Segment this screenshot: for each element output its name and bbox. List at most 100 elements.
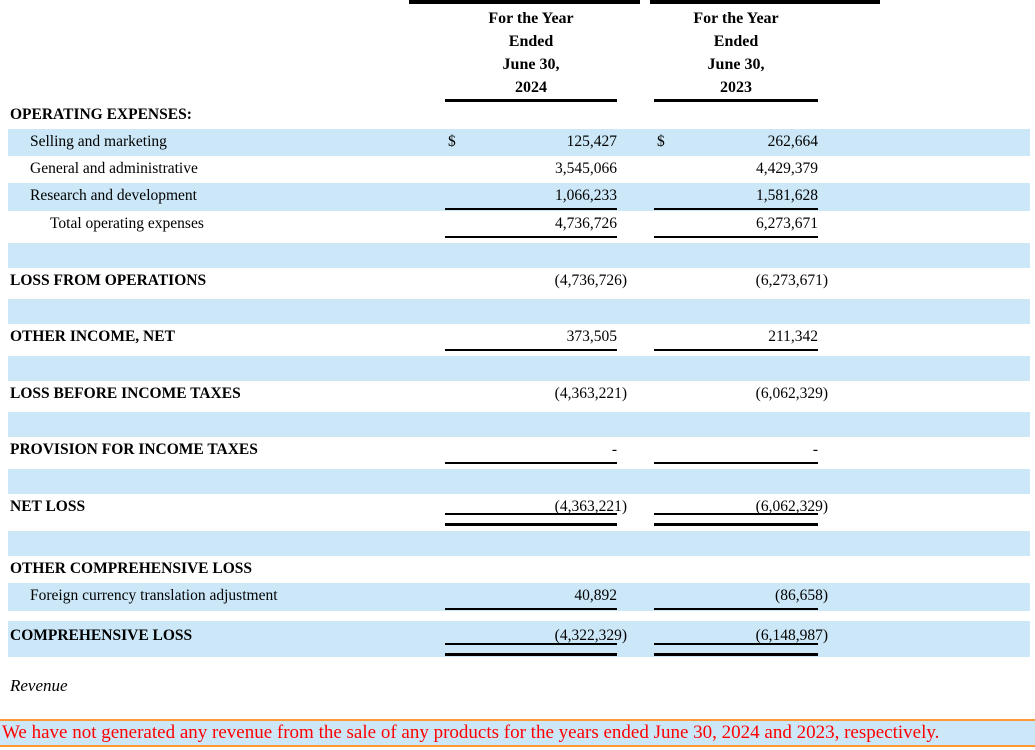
row-comprehensive-loss: COMPREHENSIVE LOSS (4,322,329) (6,148,98… [8, 621, 1030, 657]
row-provision-for-income-taxes: PROVISION FOR INCOME TAXES - - [8, 437, 1030, 465]
column-header-2023: For the Year Ended June 30, 2023 [654, 4, 818, 102]
header-line: Ended [713, 33, 759, 50]
row-selling-and-marketing: Selling and marketing $125,427 $262,664 [8, 129, 1030, 156]
header-spacer [8, 4, 445, 102]
row-foreign-currency-translation-adjustment: Foreign currency translation adjustment … [8, 583, 1030, 611]
value-2023: - [654, 437, 828, 465]
amount: 3,545,066 [555, 160, 617, 177]
amount: (6,273,671) [755, 272, 828, 289]
header-line: Ended [508, 33, 554, 50]
row-other-comprehensive-loss-header: OTHER COMPREHENSIVE LOSS [8, 556, 1030, 583]
revenue-heading: Revenue [10, 676, 68, 695]
income-statement-table: For the Year Ended June 30, 2024 For the… [8, 4, 1030, 657]
value-2023: (6,273,671) [654, 268, 828, 295]
column-gap [627, 183, 654, 211]
value-2023: 4,429,379 [654, 156, 828, 183]
dollar-sign: $ [448, 133, 456, 150]
section-label: OTHER COMPREHENSIVE LOSS [10, 560, 253, 577]
dollar-sign: $ [657, 133, 665, 150]
row-research-and-development: Research and development 1,066,233 1,581… [8, 183, 1030, 211]
spacer-row [8, 531, 1030, 556]
value-2023: (6,148,987) [654, 621, 828, 657]
row-label: Selling and marketing [30, 133, 167, 150]
value-2024: (4,322,329) [445, 621, 627, 657]
right-pad [828, 324, 1030, 352]
row-total-operating-expenses: Total operating expenses 4,736,726 6,273… [8, 211, 1030, 239]
column-gap [627, 621, 654, 657]
value-2024: (4,363,221) [445, 381, 627, 408]
column-gap [627, 129, 654, 156]
column-header-2024: For the Year Ended June 30, 2024 [445, 4, 617, 102]
row-label: LOSS FROM OPERATIONS [10, 272, 207, 289]
row-operating-expenses-header: OPERATING EXPENSES: [8, 102, 1030, 129]
amount: (6,062,329) [755, 498, 828, 515]
row-loss-before-income-taxes: LOSS BEFORE INCOME TAXES (4,363,221) (6,… [8, 381, 1030, 408]
value-2024: 373,505 [445, 324, 627, 352]
right-pad [828, 211, 1030, 239]
amount: 40,892 [574, 587, 617, 604]
value-2024: $125,427 [445, 129, 627, 156]
column-gap [627, 211, 654, 239]
header-right-pad [818, 4, 1030, 102]
amount: (4,363,221) [554, 498, 627, 515]
header-line: For the Year [693, 10, 779, 27]
section-label: OPERATING EXPENSES: [10, 106, 192, 123]
value-2023: 6,273,671 [654, 211, 828, 239]
amount: (6,148,987) [755, 627, 828, 644]
table-header: For the Year Ended June 30, 2024 For the… [8, 4, 1030, 102]
right-pad [828, 381, 1030, 408]
row-loss-from-operations: LOSS FROM OPERATIONS (4,736,726) (6,273,… [8, 268, 1030, 295]
row-label: Research and development [30, 187, 197, 204]
header-line: 2024 [515, 79, 547, 96]
row-general-and-administrative: General and administrative 3,545,066 4,4… [8, 156, 1030, 183]
revenue-note: We have not generated any revenue from t… [0, 719, 1035, 747]
top-rule-2024 [409, 0, 640, 4]
amount: 6,273,671 [756, 215, 818, 232]
column-gap [627, 156, 654, 183]
right-pad [828, 621, 1030, 657]
amount: 4,429,379 [756, 160, 818, 177]
header-line: June 30, [707, 56, 765, 73]
row-label: Foreign currency translation adjustment [30, 587, 278, 604]
amount: (4,736,726) [554, 272, 627, 289]
right-pad [828, 129, 1030, 156]
column-gap [627, 324, 654, 352]
value-2024: - [445, 437, 627, 465]
amount: 373,505 [566, 328, 617, 345]
right-pad [828, 494, 1030, 527]
value-2023: (6,062,329) [654, 381, 828, 408]
amount: (4,363,221) [554, 385, 627, 402]
amount: 1,066,233 [555, 187, 617, 204]
header-line: June 30, [502, 56, 560, 73]
row-label: General and administrative [30, 160, 198, 177]
column-gap [627, 437, 654, 465]
column-gap [627, 381, 654, 408]
amount: 4,736,726 [555, 215, 617, 232]
value-2024: 3,545,066 [445, 156, 627, 183]
row-net-loss: NET LOSS (4,363,221) (6,062,329) [8, 494, 1030, 527]
amount: - [812, 441, 818, 458]
amount: (86,658) [775, 587, 828, 604]
spacer-row [8, 412, 1030, 437]
value-2024: (4,736,726) [445, 268, 627, 295]
value-2023: $262,664 [654, 129, 828, 156]
row-other-income-net: OTHER INCOME, NET 373,505 211,342 [8, 324, 1030, 352]
amount: 1,581,628 [756, 187, 818, 204]
right-pad [828, 583, 1030, 611]
column-gap [617, 4, 654, 102]
value-2024: 1,066,233 [445, 183, 627, 211]
spacer-row [8, 299, 1030, 324]
value-2023: (86,658) [654, 583, 828, 611]
amount: - [611, 441, 617, 458]
column-gap [627, 268, 654, 295]
row-label: COMPREHENSIVE LOSS [10, 627, 193, 644]
value-2024: (4,363,221) [445, 494, 627, 527]
row-label: OTHER INCOME, NET [10, 328, 175, 345]
top-rule-2023 [650, 0, 880, 4]
row-label: NET LOSS [10, 498, 86, 515]
spacer-row [8, 356, 1030, 381]
row-label: PROVISION FOR INCOME TAXES [10, 441, 258, 458]
value-2023: 211,342 [654, 324, 828, 352]
right-pad [828, 268, 1030, 295]
